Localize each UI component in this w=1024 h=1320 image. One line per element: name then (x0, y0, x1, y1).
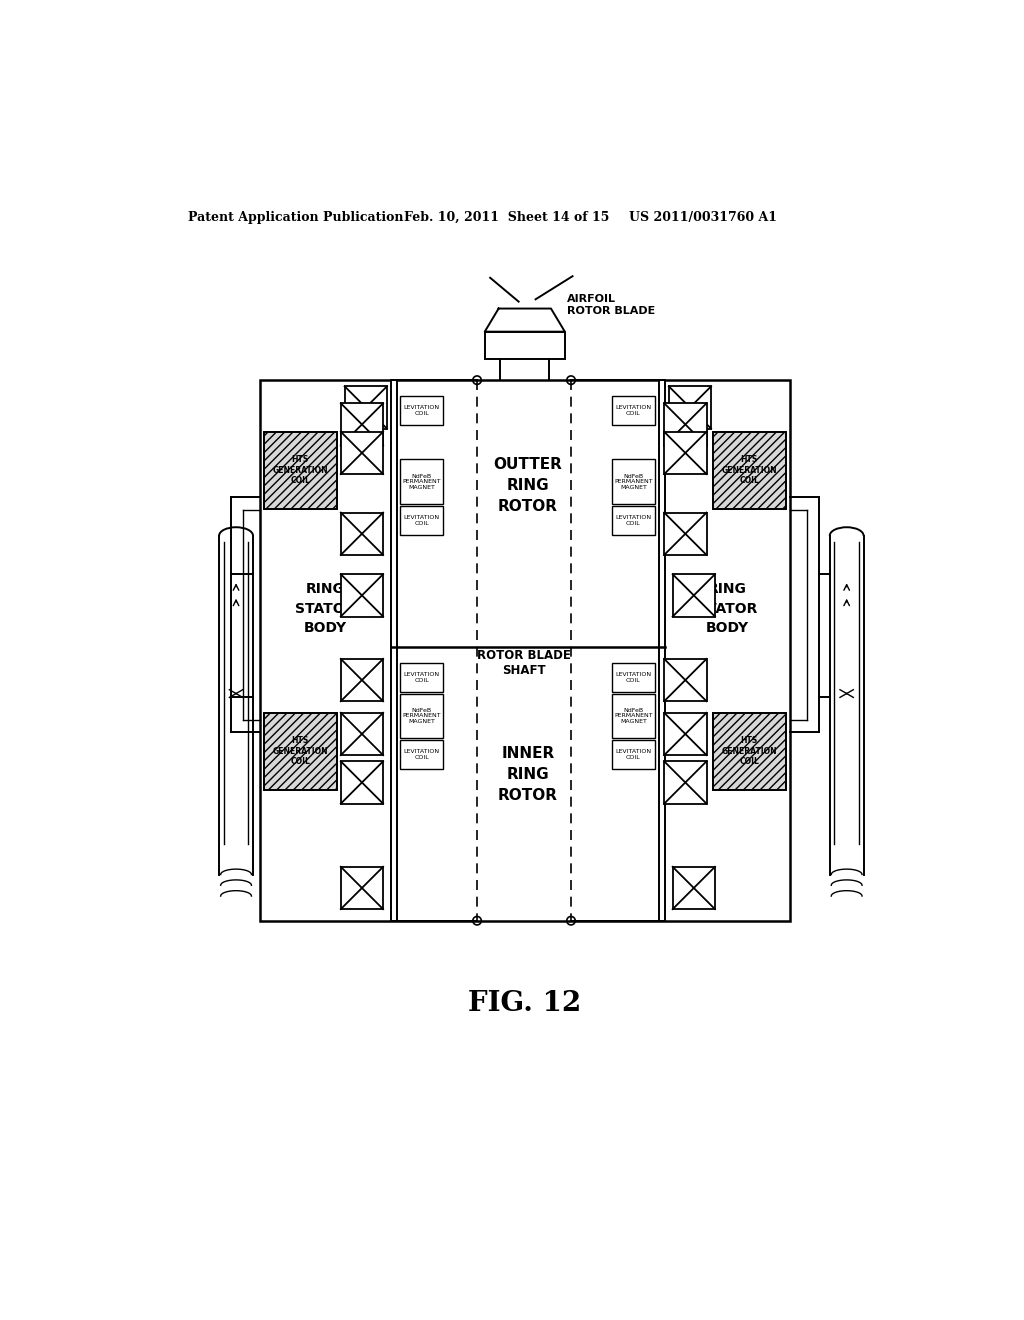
Bar (264, 713, 337, 789)
Bar (341, 432, 383, 474)
Bar (391, 380, 397, 921)
Bar (665, 404, 707, 446)
Text: ROTOR BLADE
SHAFT: ROTOR BLADE SHAFT (477, 648, 571, 677)
Bar (400, 459, 443, 504)
Text: Feb. 10, 2011  Sheet 14 of 15: Feb. 10, 2011 Sheet 14 of 15 (403, 211, 609, 224)
Text: HTS
GENERATION
COIL: HTS GENERATION COIL (272, 455, 328, 486)
Bar (713, 432, 785, 508)
Bar (611, 663, 655, 692)
Text: HTS
GENERATION
COIL: HTS GENERATION COIL (722, 737, 777, 766)
Bar (713, 432, 785, 508)
Polygon shape (484, 309, 565, 331)
Bar (611, 396, 655, 425)
Text: OUTTER
RING
ROTOR: OUTTER RING ROTOR (494, 457, 562, 515)
Bar (400, 693, 443, 738)
Bar (611, 693, 655, 738)
Bar (341, 713, 383, 755)
Text: HTS
GENERATION
COIL: HTS GENERATION COIL (722, 455, 777, 486)
Text: RING
STATOR
BODY: RING STATOR BODY (697, 582, 758, 635)
Bar (345, 387, 387, 429)
Text: LEVITATION
COIL: LEVITATION COIL (615, 405, 651, 416)
Bar (341, 574, 383, 616)
Bar (713, 713, 785, 789)
Text: LEVITATION
COIL: LEVITATION COIL (615, 672, 651, 682)
Bar (665, 762, 707, 804)
Bar (341, 512, 383, 554)
Bar (611, 459, 655, 504)
Bar (665, 512, 707, 554)
Text: LEVITATION
COIL: LEVITATION COIL (615, 515, 651, 525)
Text: LEVITATION
COIL: LEVITATION COIL (615, 748, 651, 760)
Bar (665, 659, 707, 701)
Bar (669, 387, 711, 429)
Text: INNER
RING
ROTOR: INNER RING ROTOR (498, 746, 558, 803)
Bar (400, 396, 443, 425)
Text: NdFeB
PERMANENT
MAGNET: NdFeB PERMANENT MAGNET (402, 474, 441, 490)
Bar (341, 404, 383, 446)
Bar (484, 331, 565, 359)
Bar (341, 867, 383, 909)
Bar (341, 659, 383, 701)
Text: NdFeB
PERMANENT
MAGNET: NdFeB PERMANENT MAGNET (614, 708, 652, 725)
Bar (264, 432, 337, 508)
Bar (673, 574, 715, 616)
Text: NdFeB
PERMANENT
MAGNET: NdFeB PERMANENT MAGNET (614, 474, 652, 490)
Bar (260, 380, 790, 921)
Bar (264, 432, 337, 508)
Bar (611, 506, 655, 535)
Bar (400, 739, 443, 770)
Text: RING
STATOR
BODY: RING STATOR BODY (295, 582, 355, 635)
Text: LEVITATION
COIL: LEVITATION COIL (403, 405, 439, 416)
Text: Patent Application Publication: Patent Application Publication (188, 211, 403, 224)
Text: FIG. 12: FIG. 12 (468, 990, 582, 1016)
Bar (713, 713, 785, 789)
Text: LEVITATION
COIL: LEVITATION COIL (403, 748, 439, 760)
Text: HTS
GENERATION
COIL: HTS GENERATION COIL (272, 737, 328, 766)
Bar (400, 663, 443, 692)
Bar (665, 713, 707, 755)
Text: LEVITATION
COIL: LEVITATION COIL (403, 672, 439, 682)
Bar (400, 506, 443, 535)
Text: LEVITATION
COIL: LEVITATION COIL (403, 515, 439, 525)
Bar (665, 432, 707, 474)
Text: US 2011/0031760 A1: US 2011/0031760 A1 (629, 211, 777, 224)
Bar (611, 739, 655, 770)
Bar (341, 762, 383, 804)
Bar (264, 713, 337, 789)
Bar (658, 380, 665, 921)
Bar (673, 867, 715, 909)
Text: NdFeB
PERMANENT
MAGNET: NdFeB PERMANENT MAGNET (402, 708, 441, 725)
Text: AIRFOIL
ROTOR BLADE: AIRFOIL ROTOR BLADE (567, 294, 655, 315)
